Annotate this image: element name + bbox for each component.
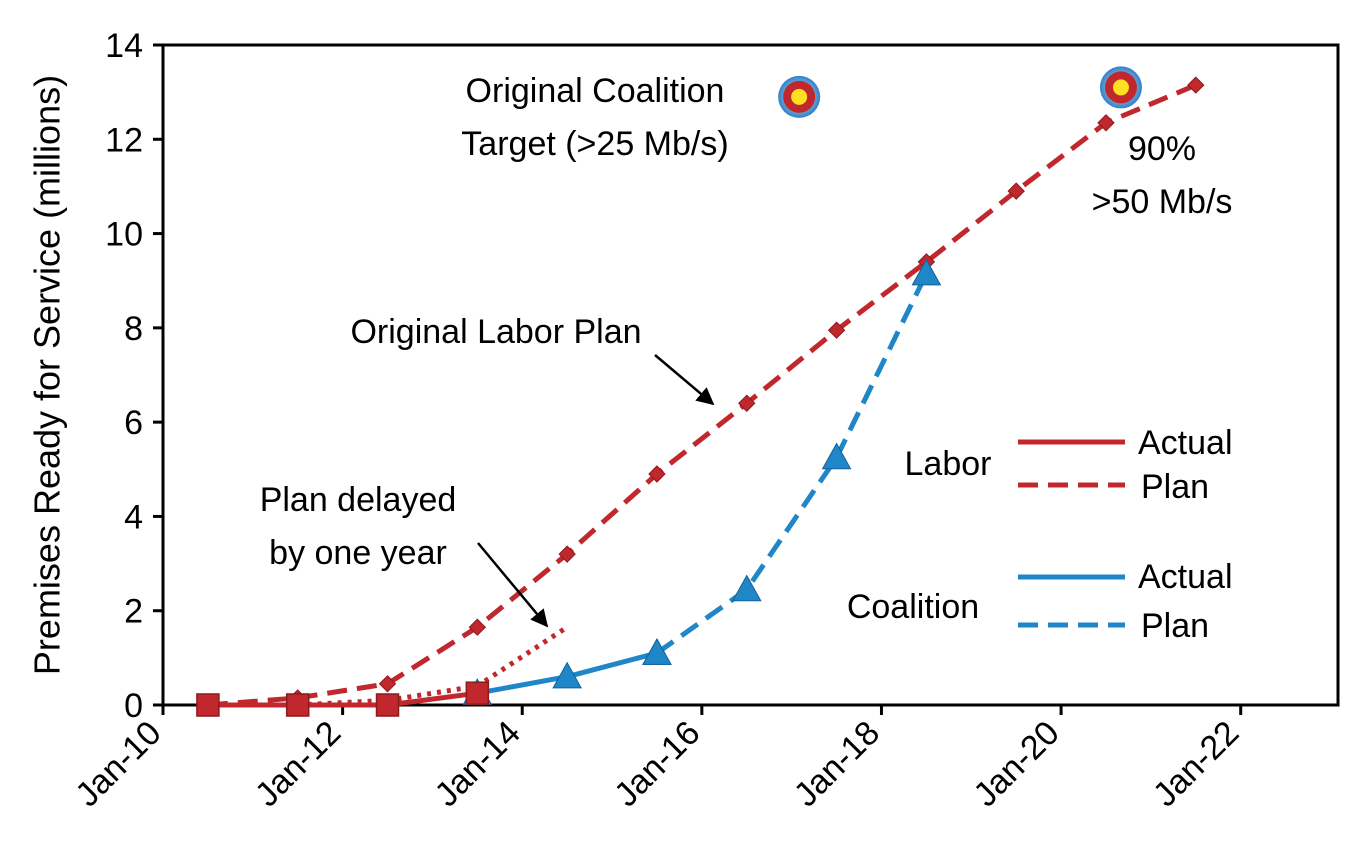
x-tick-label: Jan-22 [1146,714,1246,814]
x-tick-label: Jan-20 [966,714,1066,814]
y-tick-label: 8 [124,310,143,348]
x-tick-label: Jan-16 [607,714,707,814]
data-point-diamond [827,321,846,339]
legend-group-coalition: Coalition [847,588,979,626]
y-tick-label: 2 [124,593,143,631]
plan-delayed-arrow [477,542,549,628]
y-tick-label: 10 [105,216,143,254]
data-point-triangle [821,442,852,470]
data-point-diamond [1097,114,1115,132]
data-point-triangle [642,638,672,665]
legend-coalition-plan-label: Plan [1141,607,1209,645]
legend-coalition-actual-label: Actual [1138,558,1233,596]
data-point-diamond [468,618,487,636]
x-tick-label: Jan-12 [248,714,348,814]
labor-plan-arrow [654,354,715,406]
x-tick-label: Jan-10 [68,714,168,814]
coalition-target-label-line1: Original Coalition [466,72,725,110]
data-point-square [285,693,310,717]
y-axis: 0 2 4 6 8 10 12 14 [105,27,163,725]
legend: Labor Actual Plan Coalition Actual Plan [847,424,1233,645]
series-line-labor-plan [207,82,1197,708]
data-point-triangle [552,661,582,689]
data-point-diamond [648,465,666,483]
x-axis: Jan-10 Jan-12 Jan-14 Jan-16 Jan-18 Jan-20 Jan-… [68,705,1246,814]
target-layer [778,66,1142,118]
data-point-square [196,693,220,717]
marker-layer [196,76,1205,717]
data-point-diamond [738,394,756,412]
target-marker-2 [1099,66,1142,109]
data-point-triangle [731,574,762,602]
plan-delayed-label-line2: by one year [269,534,447,572]
x-tick-label: Jan-14 [428,714,528,814]
data-point-diamond [1187,76,1205,94]
y-tick-label: 12 [105,121,143,159]
data-point-square [465,681,490,705]
target-90-label-line2: >50 Mb/s [1092,183,1233,221]
data-point-diamond [1007,182,1025,200]
coalition-target-label-line2: Target (>25 Mb/s) [461,125,728,163]
y-axis-label: Premises Ready for Service (millions) [27,75,68,675]
data-point-diamond [378,675,397,693]
target-marker-1 [778,75,821,118]
y-tick-label: 4 [124,498,143,536]
plan-delayed-label-line1: Plan delayed [260,481,457,519]
data-point-square [375,693,400,717]
data-point-diamond [558,545,576,563]
y-tick-label: 0 [124,687,143,725]
y-tick-label: 14 [105,27,143,65]
data-point-triangle [911,258,942,286]
legend-group-labor: Labor [905,445,992,483]
target-90-label-line1: 90% [1128,130,1196,168]
x-tick-label: Jan-18 [787,714,887,814]
labor-plan-label: Original Labor Plan [350,313,641,351]
legend-labor-actual-label: Actual [1138,424,1233,462]
y-tick-label: 6 [124,404,143,442]
target-center [791,88,808,105]
plot-area-frame [161,43,1340,707]
series-line-labor-actual [207,690,478,708]
target-center [1112,79,1129,96]
legend-labor-plan-label: Plan [1141,468,1209,506]
series-line-coalition-plan [655,272,929,656]
